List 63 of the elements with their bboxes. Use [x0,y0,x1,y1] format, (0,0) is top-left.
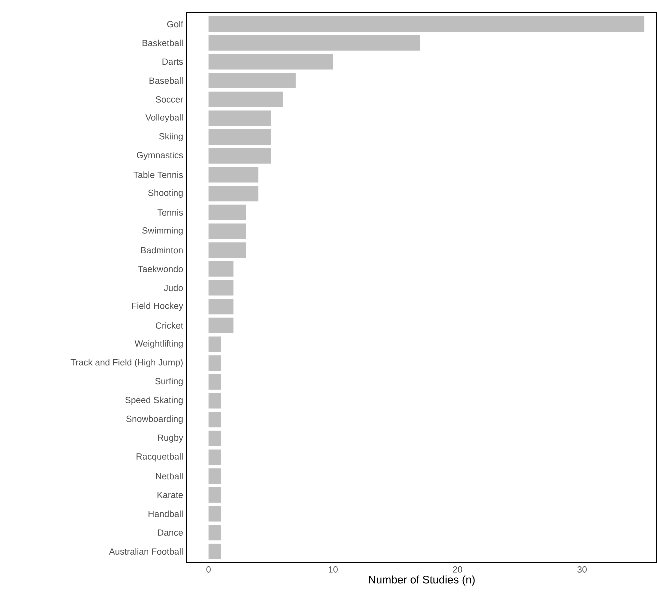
bar [208,261,234,277]
y-tick-label: Handball [148,510,183,518]
y-tick-label: Dance [158,530,184,536]
x-tick-label: 0 [206,566,211,573]
bar [208,356,222,372]
bar [208,374,222,390]
y-tick-label: Karate [158,492,184,498]
y-tick-label: Badminton [141,247,183,254]
y-tick-label: Basketball [142,40,183,46]
bar [208,186,259,202]
bar [208,224,246,240]
y-tick-label: Table Tennis [134,172,184,178]
y-tick-label: Surfing [155,378,183,386]
bar [208,544,222,560]
y-tick-label: Volleyball [146,114,183,123]
bar [208,318,234,334]
y-tick-label: Darts [162,58,184,66]
bar [208,336,222,352]
bar [208,110,272,126]
y-tick-label: Shooting [148,190,183,198]
bar [208,506,222,522]
y-tick-label: Soccer [156,96,184,103]
bar [208,487,222,503]
bar [208,167,259,183]
y-tick-label: Swimming [142,227,183,236]
bar [208,450,222,466]
bar [208,430,222,446]
bar [208,412,222,428]
y-tick-label: Track and Field (High Jump) [70,359,183,368]
y-tick-label: Racquetball [136,453,183,462]
bar [208,525,222,541]
y-tick-label: Netball [156,473,183,480]
bar [208,148,272,164]
bar [208,73,296,89]
bar [208,54,334,70]
x-tick-label: 30 [578,566,587,573]
y-tick-label: Australian Football [109,548,183,555]
y-tick-label: Field Hockey [132,302,184,312]
bar [208,130,272,146]
y-tick-label: Judo [164,284,184,292]
y-tick-label: Weightlifting [134,340,183,349]
bar [208,242,246,258]
bar [208,468,222,484]
x-tick-label: 20 [453,566,462,573]
y-tick-label: Rugby [158,434,184,443]
y-tick-label: Taekwondo [138,266,184,272]
y-tick-label: Gymnastics [137,152,184,160]
x-axis-title: Number of Studies (n) [369,576,475,586]
y-tick-label: Speed Skating [126,396,183,406]
bar [208,204,246,220]
bar [208,35,420,51]
bar [208,393,222,409]
bar [208,299,234,315]
y-tick-label: Snowboarding [126,416,183,424]
bar [208,92,284,108]
y-tick-label: Tennis [158,209,184,216]
bar [208,16,645,32]
bar [208,280,234,296]
y-tick-label: Cricket [156,322,184,329]
y-tick-label: Skiing [159,133,183,142]
y-tick-label: Golf [167,21,184,28]
y-tick-label: Baseball [150,78,183,84]
x-tick-label: 10 [328,566,338,573]
